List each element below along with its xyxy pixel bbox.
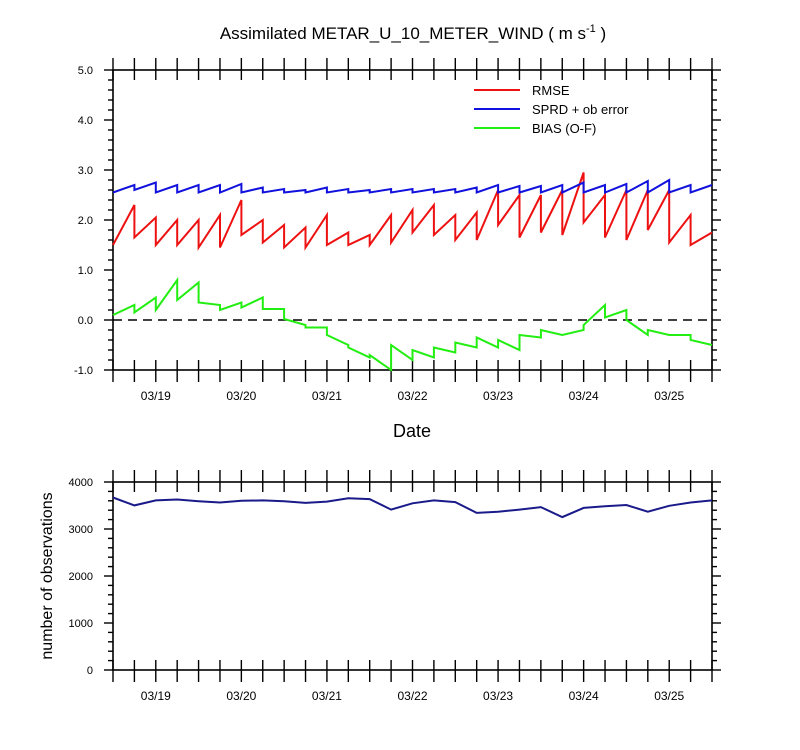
chart-title: Assimilated METAR_U_10_METER_WIND ( m s-… xyxy=(220,23,606,43)
bottom-series-observations-line xyxy=(112,496,713,519)
top-xtick-label: 03/21 xyxy=(312,389,342,403)
top-xtick-label: 03/22 xyxy=(397,389,427,403)
bottom-xtick-label: 03/19 xyxy=(141,689,171,703)
bottom-xtick-label: 03/24 xyxy=(569,689,599,703)
top-ytick-label: 2.0 xyxy=(78,215,93,227)
bottom-ytick-label: 2000 xyxy=(69,571,93,583)
y-axis-title-observations: number of observations xyxy=(39,492,56,659)
top-series-sprd-ob-error-line xyxy=(112,178,713,195)
chart-title-superscript: -1 xyxy=(586,23,596,35)
bottom-xtick-label: 03/22 xyxy=(397,689,427,703)
top-xtick-label: 03/23 xyxy=(483,389,513,403)
top-ytick-label: -1.0 xyxy=(74,365,93,377)
legend-label: BIAS (O-F) xyxy=(532,121,596,136)
top-xtick-label: 03/19 xyxy=(141,389,171,403)
top-xtick-label: 03/25 xyxy=(654,389,684,403)
top-ytick-label: 0.0 xyxy=(78,315,93,327)
legend: RMSE SPRD + ob error BIAS (O-F) xyxy=(474,83,629,136)
bottom-xtick-label: 03/21 xyxy=(312,689,342,703)
chart-title-end: ) xyxy=(596,24,606,43)
legend-label: RMSE xyxy=(532,83,570,98)
bottom-ytick-label: 3000 xyxy=(69,524,93,536)
bottom-xtick-label: 03/20 xyxy=(226,689,256,703)
top-xtick-label: 03/24 xyxy=(569,389,599,403)
bottom-ytick-label: 0 xyxy=(87,665,93,677)
top-series-rmse-line xyxy=(112,172,713,251)
top-ytick-label: 4.0 xyxy=(78,115,93,127)
top-xtick-label: 03/20 xyxy=(226,389,256,403)
bottom-ytick-label: 1000 xyxy=(69,618,93,630)
top-series-bias-o-f-line xyxy=(112,276,713,372)
top-panel: -1.0 0.0 1.0 2.0 3.0 4.0 5.0 03/19 03/20 03/21 03… xyxy=(74,58,721,403)
top-ytick-label: 5.0 xyxy=(78,65,93,77)
bottom-xtick-label: 03/25 xyxy=(654,689,684,703)
bottom-panel: 0 1000 2000 3000 4000 03/19 03/20 03/21 03/22 03… xyxy=(69,470,721,703)
x-axis-title: Date xyxy=(393,421,431,441)
top-ytick-label: 1.0 xyxy=(78,265,93,277)
bottom-plot-frame xyxy=(112,481,713,671)
chart-title-main: Assimilated METAR_U_10_METER_WIND ( m s xyxy=(220,24,586,43)
bottom-ytick-label: 4000 xyxy=(69,477,93,489)
bottom-xtick-label: 03/23 xyxy=(483,689,513,703)
top-ytick-label: 3.0 xyxy=(78,165,93,177)
legend-label: SPRD + ob error xyxy=(532,102,629,117)
